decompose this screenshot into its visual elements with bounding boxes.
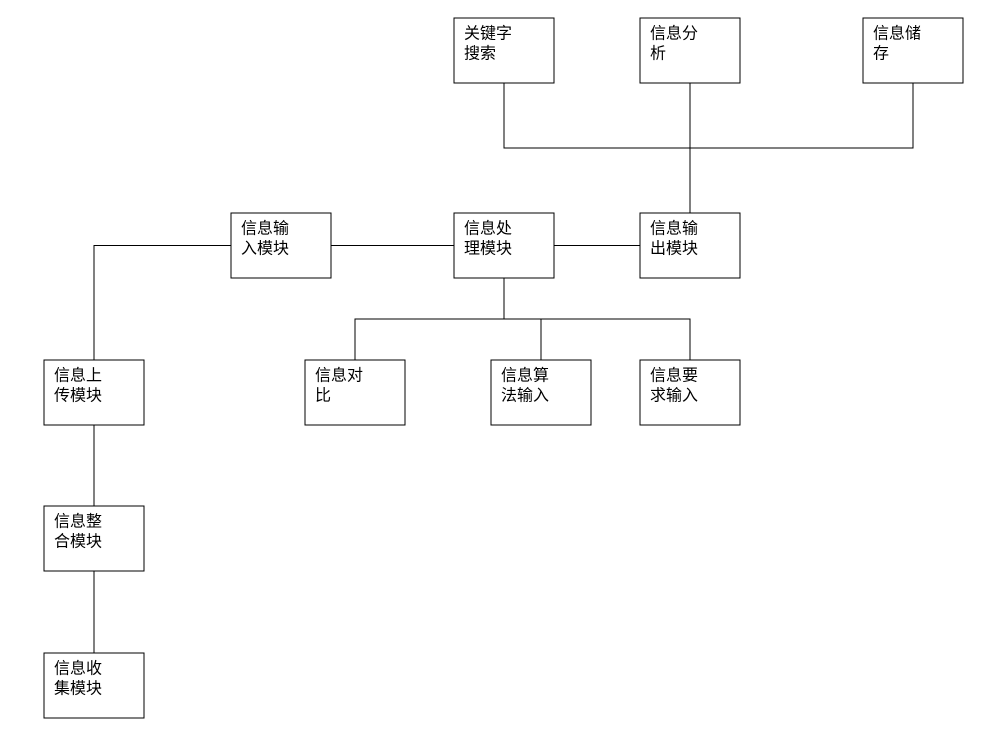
node-label: 信息处 bbox=[464, 219, 512, 237]
node-keyword-search: 关键字搜索 bbox=[454, 18, 554, 83]
node-info-process-mod: 信息处理模块 bbox=[454, 213, 554, 278]
node-info-req-input: 信息要求输入 bbox=[640, 360, 740, 425]
node-label: 关键字 bbox=[464, 24, 512, 42]
node-label: 入模块 bbox=[241, 239, 289, 257]
edge bbox=[690, 83, 913, 213]
node-label: 搜索 bbox=[464, 44, 496, 62]
node-info-analysis: 信息分析 bbox=[640, 18, 740, 83]
edge bbox=[94, 246, 231, 361]
node-label: 求输入 bbox=[650, 386, 698, 404]
node-label: 信息整 bbox=[54, 512, 102, 530]
node-label: 信息收 bbox=[54, 659, 102, 677]
node-label: 信息输 bbox=[241, 219, 289, 237]
flowchart-canvas: 关键字搜索 信息分析 信息储存信息输入模块 信息处理模块 信息输出模块信息对比 信息算法输… bbox=[0, 0, 1000, 753]
node-label: 信息输 bbox=[650, 219, 698, 237]
node-label: 信息对 bbox=[315, 366, 363, 384]
node-info-upload-mod: 信息上传模块 bbox=[44, 360, 144, 425]
node-label: 合模块 bbox=[54, 532, 102, 550]
node-info-storage: 信息储存 bbox=[863, 18, 963, 83]
node-label: 信息上 bbox=[54, 366, 102, 384]
node-label: 传模块 bbox=[54, 386, 102, 404]
node-info-compare: 信息对比 bbox=[305, 360, 405, 425]
node-label: 出模块 bbox=[650, 239, 698, 257]
node-label: 理模块 bbox=[464, 239, 512, 257]
edge bbox=[504, 278, 690, 360]
node-info-input-mod: 信息输入模块 bbox=[231, 213, 331, 278]
node-info-integrate-mod: 信息整合模块 bbox=[44, 506, 144, 571]
node-label: 信息算 bbox=[501, 365, 549, 384]
node-label: 存 bbox=[873, 44, 889, 62]
node-label: 集模块 bbox=[54, 679, 102, 697]
node-label: 法输入 bbox=[501, 386, 549, 404]
node-info-collect-mod: 信息收集模块 bbox=[44, 653, 144, 718]
node-label: 信息储 bbox=[873, 24, 921, 42]
node-info-output-mod: 信息输出模块 bbox=[640, 213, 740, 278]
node-label: 析 bbox=[650, 44, 666, 62]
node-label: 信息要 bbox=[650, 366, 698, 384]
node-label: 信息分 bbox=[650, 24, 698, 42]
edge bbox=[504, 83, 690, 213]
node-label: 比 bbox=[315, 386, 331, 404]
edge bbox=[355, 278, 504, 360]
node-info-algo-input: 信息算法输入 bbox=[491, 360, 591, 425]
